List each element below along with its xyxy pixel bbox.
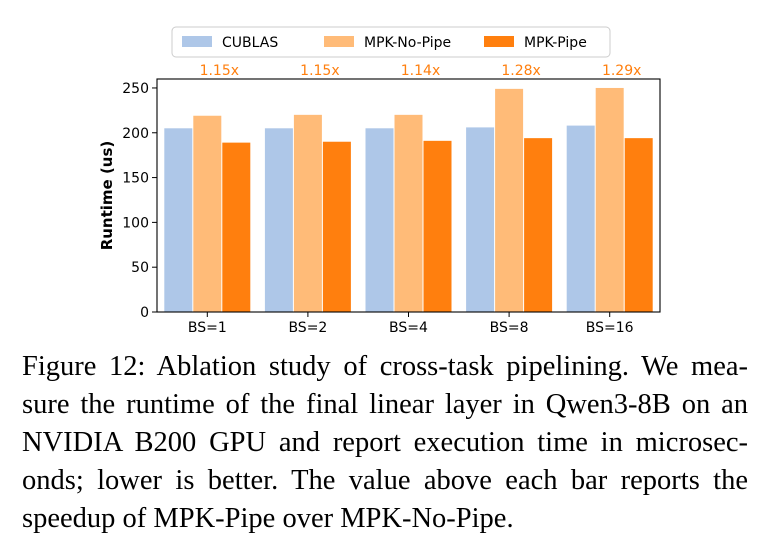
y-tick-label: 0 [140, 305, 149, 321]
y-tick-label: 200 [122, 126, 149, 142]
y-tick-label: 100 [122, 215, 149, 231]
x-axis: BS=1 BS=2 BS=4 BS=8 BS=16 [188, 312, 634, 336]
bar-mpk-no-pipe-bs4 [394, 114, 423, 312]
speedup-label: 1.28x [501, 63, 540, 79]
legend-box [171, 26, 611, 58]
legend: CUBLAS MPK-No-Pipe MPK-Pipe [171, 26, 611, 58]
bar-mpk-pipe-bs8 [524, 138, 553, 312]
y-tick-label: 250 [122, 81, 149, 97]
legend-swatch-mpk-no-pipe [324, 36, 354, 47]
bar-mpk-no-pipe-bs16 [595, 87, 624, 312]
y-tick-label: 150 [122, 171, 149, 187]
plot-frame [156, 78, 661, 313]
speedup-label: 1.15x [200, 63, 239, 79]
x-tick-label: BS=1 [188, 320, 227, 336]
x-tick-label: BS=2 [288, 320, 327, 336]
y-tick-label: 50 [131, 260, 149, 276]
speedup-label: 1.29x [602, 63, 641, 79]
bar-cublas-bs8 [466, 127, 495, 313]
bar-mpk-no-pipe-bs2 [293, 114, 322, 312]
legend-swatch-mpk-pipe [484, 36, 514, 47]
bar-mpk-pipe-bs1 [222, 142, 251, 312]
y-axis: 0 50 100 150 200 250 [122, 81, 157, 321]
x-tick-label: BS=8 [490, 320, 529, 336]
figure-caption: Figure 12: Ablation study of cross-task … [22, 351, 748, 534]
speedup-labels: 1.15x 1.15x 1.14x 1.28x 1.29x [200, 63, 642, 79]
legend-label-mpk-no-pipe: MPK-No-Pipe [364, 35, 451, 51]
bars-group [164, 87, 653, 313]
bar-cublas-bs16 [566, 125, 595, 312]
bar-mpk-no-pipe-bs1 [193, 115, 222, 312]
legend-label-cublas: CUBLAS [222, 35, 278, 51]
bar-cublas-bs4 [365, 128, 394, 312]
bar-cublas-bs2 [264, 128, 293, 312]
x-tick-label: BS=16 [586, 320, 634, 336]
speedup-label: 1.14x [401, 63, 440, 79]
y-axis-label: Runtime (us) [98, 141, 116, 251]
bar-mpk-pipe-bs4 [423, 140, 452, 312]
bar-mpk-no-pipe-bs8 [495, 88, 524, 312]
speedup-label: 1.15x [300, 63, 339, 79]
bar-mpk-pipe-bs16 [624, 138, 653, 312]
x-tick-label: BS=4 [389, 320, 428, 336]
bar-mpk-pipe-bs2 [322, 141, 351, 312]
bar-chart: CUBLAS MPK-No-Pipe MPK-Pipe 1.15x 1.15x 1.14… [98, 26, 661, 336]
legend-label-mpk-pipe: MPK-Pipe [524, 35, 587, 51]
bar-cublas-bs1 [164, 128, 193, 312]
legend-swatch-cublas [182, 36, 212, 47]
